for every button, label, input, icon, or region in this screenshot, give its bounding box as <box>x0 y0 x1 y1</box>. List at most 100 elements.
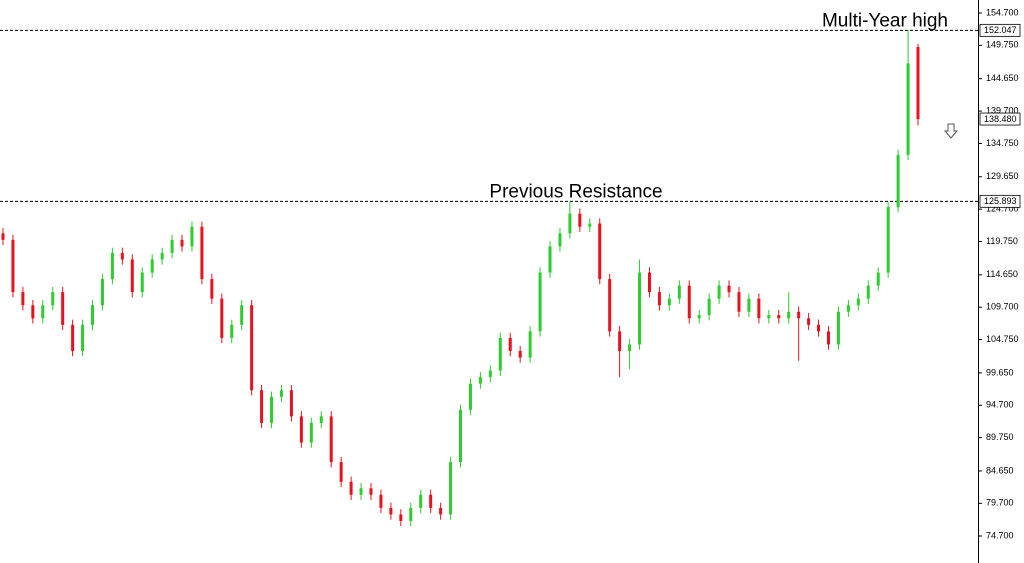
candle-body <box>886 207 890 273</box>
candle-body <box>21 292 25 306</box>
candle-body <box>767 315 771 319</box>
y-tick-label: 74.700 <box>986 530 1014 540</box>
price-label: 152.047 <box>984 25 1017 35</box>
candle-body <box>429 494 433 508</box>
y-tick-label: 104.750 <box>986 334 1019 344</box>
price-label: 138.480 <box>984 114 1017 124</box>
candle-body <box>130 259 134 293</box>
candle-body <box>876 272 880 286</box>
candle-body <box>230 324 234 338</box>
y-tick-label: 154.700 <box>986 7 1019 17</box>
candle-body <box>140 272 144 293</box>
candle-body <box>588 223 592 227</box>
candle-body <box>91 305 95 325</box>
candle-body <box>369 488 373 495</box>
candle-body <box>578 213 582 227</box>
candle-body <box>160 252 164 260</box>
candle-body <box>220 298 224 338</box>
candle-body <box>41 305 45 319</box>
candle-body <box>409 507 413 521</box>
candle-body <box>389 507 393 515</box>
y-tick-label: 124.700 <box>986 204 1019 214</box>
candle-body <box>289 390 293 417</box>
candle-body <box>399 514 403 521</box>
candle-body <box>528 331 532 358</box>
candle-body <box>71 324 75 351</box>
down-arrow-icon <box>943 123 959 139</box>
price-box <box>979 112 1021 126</box>
candle-body <box>707 298 711 316</box>
candle-body <box>61 292 65 325</box>
candle-body <box>846 305 850 312</box>
candle-body <box>299 416 303 443</box>
candle-body <box>51 292 55 306</box>
candle-body <box>797 311 801 319</box>
y-tick-label: 144.650 <box>986 73 1019 83</box>
candle-body <box>270 396 274 423</box>
candle-body <box>210 279 214 299</box>
y-tick-label: 134.750 <box>986 138 1019 148</box>
candle-body <box>110 252 114 280</box>
candle-body <box>667 298 671 306</box>
candle-body <box>31 305 35 319</box>
candle-body <box>200 226 204 280</box>
candle-body <box>379 494 383 508</box>
candle-body <box>11 239 15 293</box>
y-tick-label: 79.700 <box>986 498 1014 508</box>
candle-body <box>468 383 472 410</box>
y-tick-label: 139.700 <box>986 105 1019 115</box>
y-tick-label: 114.650 <box>986 269 1018 279</box>
candle-body <box>598 223 602 280</box>
candle-body <box>836 311 840 345</box>
candle-body <box>757 298 761 319</box>
candle-body <box>508 337 512 351</box>
candle-body <box>777 315 781 319</box>
candle-body <box>478 377 482 384</box>
y-tick-label: 89.750 <box>986 432 1014 442</box>
candle-body <box>349 481 353 495</box>
candle-body <box>439 507 443 515</box>
candle-body <box>687 285 691 319</box>
candle-body <box>558 233 562 247</box>
candle-body <box>906 63 910 155</box>
candle-body <box>787 311 791 319</box>
candle-body <box>488 370 492 378</box>
candle-body <box>677 285 681 299</box>
candle-body <box>538 272 542 332</box>
candle-body <box>120 252 124 260</box>
candle-body <box>638 272 642 345</box>
candle-body <box>807 318 811 325</box>
candle-body <box>100 279 104 306</box>
annotation: Multi-Year high <box>822 10 948 31</box>
candle-body <box>240 305 244 325</box>
candle-body <box>81 324 85 351</box>
y-tick-label: 94.700 <box>986 400 1014 410</box>
candle-body <box>717 285 721 299</box>
candle-body <box>150 259 154 273</box>
y-tick-label: 149.750 <box>986 40 1019 50</box>
candle-body <box>170 239 174 253</box>
candle-body <box>657 292 661 306</box>
candle-body <box>817 324 821 332</box>
candle-body <box>697 315 701 319</box>
candle-body <box>319 416 323 423</box>
candle-body <box>568 213 572 234</box>
candle-body <box>329 416 333 463</box>
candle-body <box>618 331 622 351</box>
y-tick-label: 129.650 <box>986 171 1019 181</box>
candle-body <box>866 285 870 299</box>
candle-body <box>250 305 254 391</box>
candle-body <box>647 272 651 293</box>
candle-body <box>279 390 283 397</box>
y-tick-label: 99.650 <box>986 367 1014 377</box>
candle-body <box>548 246 552 273</box>
candle-body <box>737 292 741 312</box>
candle-body <box>449 462 453 515</box>
candle-body <box>190 226 194 247</box>
candle-body <box>359 488 363 495</box>
candle-body <box>856 298 860 306</box>
candle-body <box>727 285 731 293</box>
y-tick-label: 109.700 <box>986 302 1019 312</box>
candle-body <box>518 350 522 358</box>
